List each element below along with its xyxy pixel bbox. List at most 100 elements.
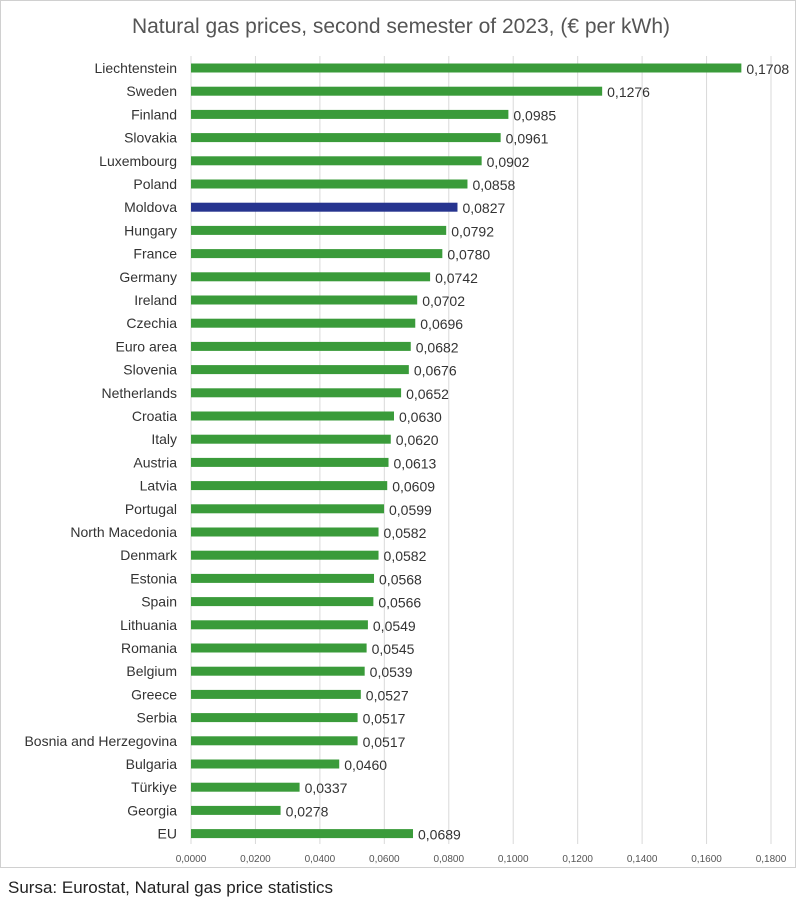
category-label: Ireland [134, 292, 177, 308]
bar [191, 133, 501, 143]
category-label: Euro area [116, 338, 178, 354]
bar [191, 713, 358, 723]
value-label: 0,0527 [366, 687, 409, 703]
bar-chart: Natural gas prices, second semester of 2… [24, 15, 790, 865]
chart-frame: Natural gas prices, second semester of 2… [0, 0, 796, 868]
chart-title: Natural gas prices, second semester of 2… [132, 15, 670, 38]
value-label: 0,0582 [384, 525, 427, 541]
gridlines [190, 56, 772, 844]
x-tick-label: 0,1200 [562, 854, 593, 865]
value-label: 0,0858 [472, 177, 515, 193]
value-label: 0,0609 [392, 479, 435, 495]
category-label: Bulgaria [126, 756, 178, 772]
bar [191, 341, 411, 351]
bar [191, 86, 603, 96]
bar [191, 573, 375, 583]
category-label: Liechtenstein [94, 60, 177, 76]
bar [191, 666, 365, 676]
bar [191, 63, 742, 73]
category-label: Luxembourg [99, 153, 177, 169]
bar [191, 829, 414, 839]
category-label: France [133, 246, 177, 262]
category-label: Moldova [124, 199, 177, 215]
bar [191, 597, 374, 607]
bar [191, 689, 361, 699]
value-label: 0,0460 [344, 757, 387, 773]
bar [191, 411, 394, 421]
bar [191, 179, 468, 189]
x-tick-label: 0,0800 [433, 854, 464, 865]
x-tick-label: 0,1400 [627, 854, 658, 865]
x-axis-ticks: 0,0000 0,0200 0,0400 0,0600 0,0800 0,1000 0,12… [176, 854, 787, 865]
bar [191, 156, 482, 166]
category-label: Spain [141, 594, 177, 610]
bar [191, 434, 391, 444]
bar [191, 805, 281, 815]
category-label: Hungary [124, 222, 177, 238]
value-label: 0,0517 [363, 734, 406, 750]
value-label: 0,0792 [451, 223, 494, 239]
bar [191, 620, 368, 630]
bar [191, 527, 379, 537]
category-label: Türkiye [131, 779, 177, 795]
category-label: Croatia [132, 408, 177, 424]
bar [191, 365, 409, 375]
category-label: Serbia [137, 710, 178, 726]
category-label: Sweden [126, 83, 177, 99]
value-label: 0,1276 [607, 84, 650, 100]
x-tick-label: 0,1000 [498, 854, 529, 865]
category-label: EU [158, 826, 177, 842]
value-label: 0,0780 [447, 247, 490, 263]
value-label: 0,0827 [462, 200, 505, 216]
category-label: Denmark [120, 547, 178, 563]
category-label: Slovakia [124, 130, 177, 146]
bar [191, 272, 431, 282]
category-label: Greece [131, 686, 177, 702]
value-label: 0,0682 [416, 339, 459, 355]
x-tick-label: 0,0000 [176, 854, 207, 865]
value-label: 0,0985 [513, 107, 556, 123]
value-label: 0,0566 [378, 595, 421, 611]
value-label: 0,0539 [370, 664, 413, 680]
value-label: 0,0630 [399, 409, 442, 425]
value-label: 0,0517 [363, 711, 406, 727]
value-labels: 0,1708 0,1276 0,0985 0,0961 0,0902 0,0858 0,08… [286, 61, 790, 843]
value-label: 0,0620 [396, 432, 439, 448]
bar [191, 202, 458, 212]
bar [191, 550, 379, 560]
value-label: 0,0742 [435, 270, 478, 286]
value-label: 0,0676 [414, 363, 457, 379]
category-label: Belgium [126, 663, 177, 679]
bar [191, 736, 358, 746]
category-labels: Liechtenstein Sweden Finland Slovakia Luxemb… [24, 60, 178, 842]
category-label: Romania [121, 640, 177, 656]
bar [191, 457, 389, 467]
category-label: Latvia [140, 478, 178, 494]
category-label: Poland [133, 176, 177, 192]
category-label: Portugal [125, 501, 177, 517]
category-label: Czechia [126, 315, 177, 331]
category-label: Bosnia and Herzegovina [24, 733, 177, 749]
source-note: Sursa: Eurostat, Natural gas price stati… [8, 878, 334, 897]
bars [191, 63, 742, 839]
bar [191, 318, 416, 328]
bar [191, 295, 418, 305]
value-label: 0,0549 [373, 618, 416, 634]
bar [191, 225, 447, 235]
value-label: 0,0702 [422, 293, 465, 309]
value-label: 0,0582 [384, 548, 427, 564]
value-label: 0,0689 [418, 827, 461, 843]
category-label: Italy [151, 431, 177, 447]
category-label: Lithuania [120, 617, 177, 633]
value-label: 0,0599 [389, 502, 432, 518]
bar [191, 481, 388, 491]
x-tick-label: 0,1800 [756, 854, 787, 865]
value-label: 0,0278 [286, 803, 329, 819]
value-label: 0,0613 [394, 455, 437, 471]
x-tick-label: 0,0200 [240, 854, 271, 865]
x-tick-label: 0,0600 [369, 854, 400, 865]
x-tick-label: 0,1600 [691, 854, 722, 865]
category-label: Estonia [130, 570, 177, 586]
bar [191, 109, 509, 119]
bar [191, 249, 443, 259]
